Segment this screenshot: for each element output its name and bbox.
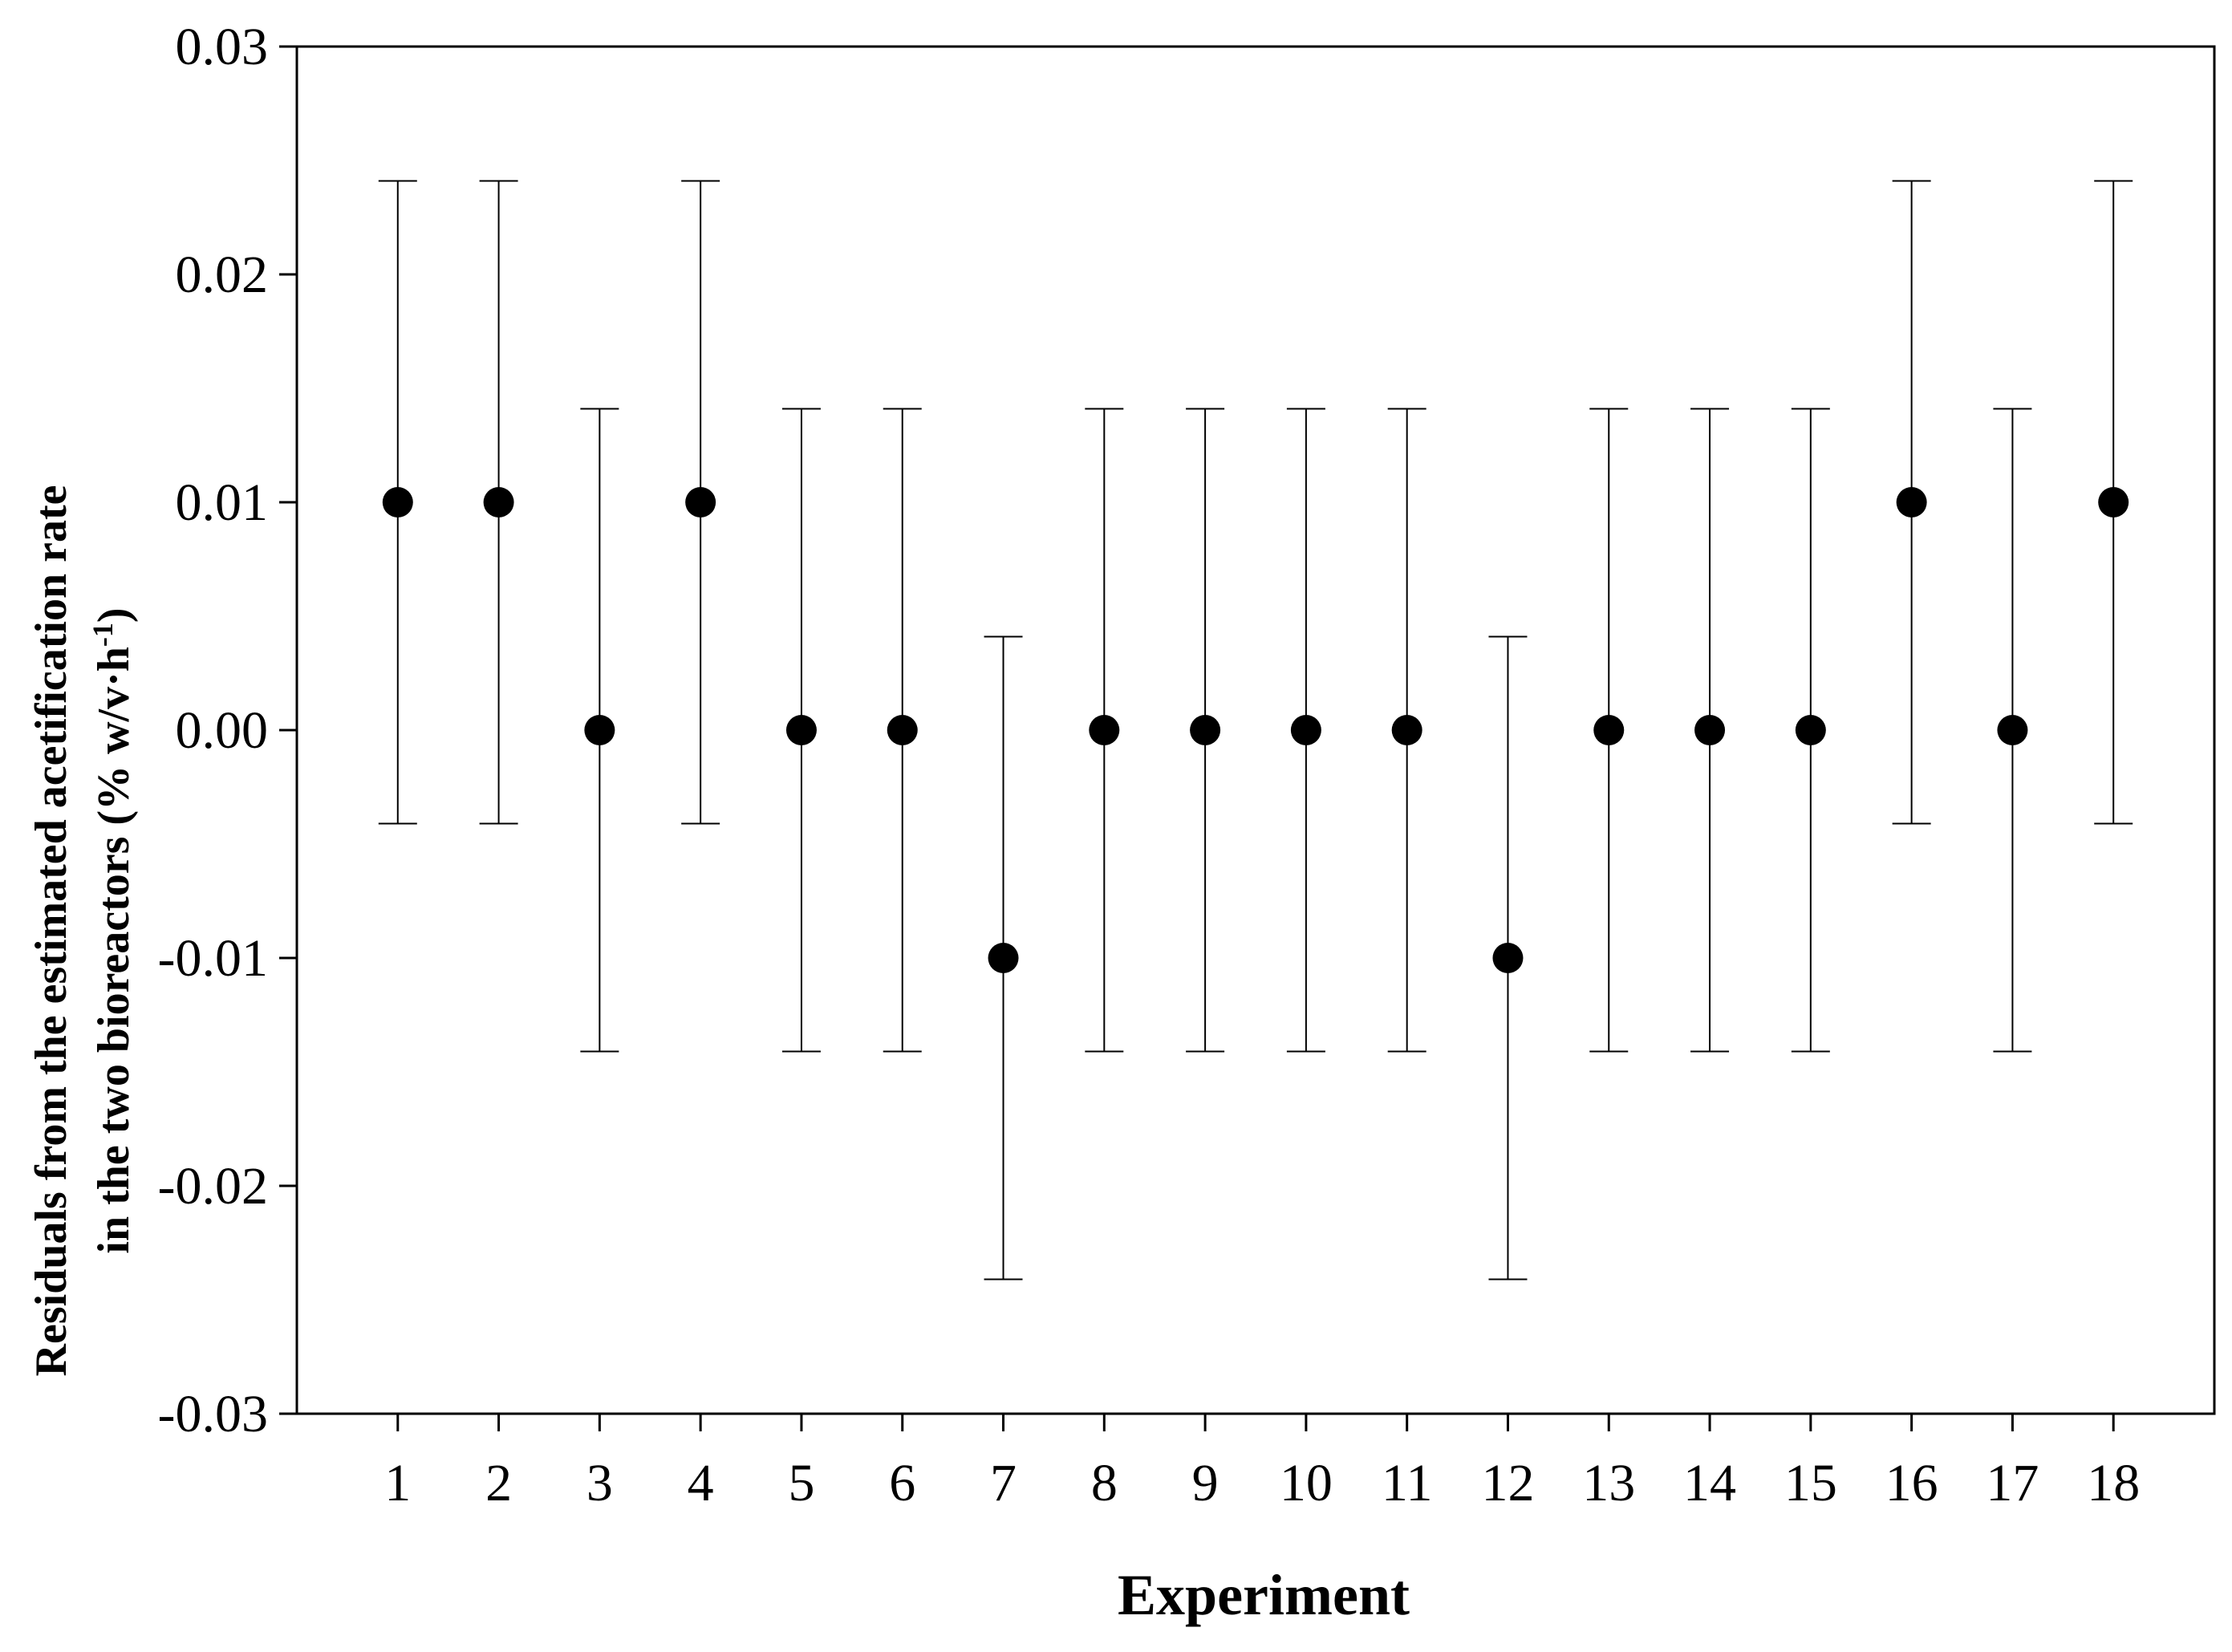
y-tick-label: 0.03	[176, 18, 269, 76]
data-point	[1190, 715, 1221, 745]
data-point	[1694, 715, 1726, 745]
y-tick-label: -0.03	[158, 1385, 268, 1443]
data-point	[988, 943, 1019, 973]
y-tick-label: -0.01	[158, 929, 268, 988]
x-tick-label: 18	[2087, 1454, 2140, 1512]
y-axis-title-line2-sup: -1	[87, 623, 119, 647]
y-tick-label: 0.01	[176, 473, 269, 532]
x-tick-label: 10	[1280, 1454, 1333, 1512]
x-tick-label: 3	[586, 1454, 613, 1512]
data-point	[1997, 715, 2028, 745]
data-point	[1391, 715, 1422, 745]
y-tick-label: 0.00	[176, 701, 269, 760]
x-tick-label: 5	[788, 1454, 814, 1512]
x-tick-label: 13	[1582, 1454, 1635, 1512]
data-point	[584, 715, 615, 745]
y-tick-label: 0.02	[176, 246, 269, 304]
plot-marks: 0.030.020.010.00-0.01-0.02-0.031 2 3 4 5 6 7 8 9…	[158, 18, 2216, 1512]
y-tick-label: -0.02	[158, 1157, 268, 1216]
x-tick-label: 4	[688, 1454, 714, 1512]
data-point	[1795, 715, 1826, 745]
x-tick-label: 15	[1784, 1454, 1837, 1512]
x-tick-label: 17	[1986, 1454, 2039, 1512]
y-axis-title-line2-end: )	[89, 607, 139, 623]
x-tick-label: 8	[1091, 1454, 1118, 1512]
x-tick-label: 1	[384, 1454, 411, 1512]
x-tick-label: 12	[1481, 1454, 1534, 1512]
data-point	[1593, 715, 1625, 745]
data-point	[1896, 487, 1927, 518]
x-tick-label: 16	[1885, 1454, 1938, 1512]
data-point	[1492, 943, 1524, 973]
data-point	[785, 715, 817, 745]
data-point	[1089, 715, 1120, 745]
data-point	[1290, 715, 1321, 745]
x-tick-label: 9	[1192, 1454, 1219, 1512]
x-tick-label: 2	[485, 1454, 512, 1512]
data-point	[382, 487, 413, 518]
x-tick-label: 7	[990, 1454, 1017, 1512]
y-axis-title-line2: in the two bioreactors (% w/v·h-1)	[87, 607, 139, 1253]
data-point	[2098, 487, 2129, 518]
data-point	[483, 487, 514, 518]
y-axis-title-line1: Residuals from the estimated acetificati…	[26, 485, 76, 1377]
x-tick-label: 14	[1683, 1454, 1736, 1512]
y-axis-title-line2-main: in the two bioreactors (% w/v·h	[89, 647, 139, 1253]
x-axis-title: Experiment	[1118, 1563, 1410, 1627]
data-point	[887, 715, 918, 745]
x-tick-label: 11	[1382, 1454, 1433, 1512]
x-tick-label: 6	[889, 1454, 915, 1512]
data-point	[685, 487, 716, 518]
